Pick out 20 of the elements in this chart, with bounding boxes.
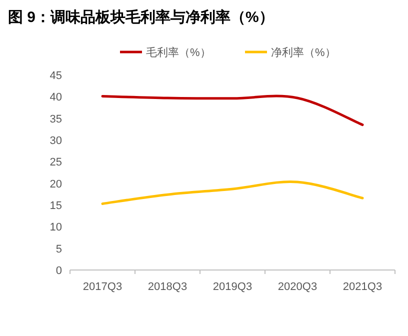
legend-label: 毛利率（%） [146, 46, 211, 59]
y-tick-label: 25 [50, 156, 62, 169]
y-tick-label: 35 [50, 113, 62, 126]
x-tick-label: 2017Q3 [82, 281, 122, 293]
y-tick-label: 15 [50, 200, 62, 212]
x-tick-label: 2020Q3 [278, 281, 318, 293]
y-tick-label: 10 [50, 222, 62, 234]
legend-label: 净利率（%） [271, 46, 336, 59]
x-tick-label: 2021Q3 [342, 281, 382, 293]
x-tick-label: 2018Q3 [148, 281, 188, 293]
line-series [101, 180, 364, 205]
y-tick-label: 0 [56, 265, 62, 277]
line-series [101, 94, 364, 126]
x-tick-label: 2019Q3 [212, 281, 252, 293]
y-tick-label: 5 [56, 243, 62, 256]
y-tick-label: 40 [50, 92, 62, 104]
y-tick-label: 20 [50, 178, 62, 190]
y-tick-label: 30 [50, 135, 62, 147]
chart-title: 图 9：调味品板块毛利率与净利率（%） [8, 8, 274, 26]
y-tick-label: 45 [50, 70, 62, 82]
